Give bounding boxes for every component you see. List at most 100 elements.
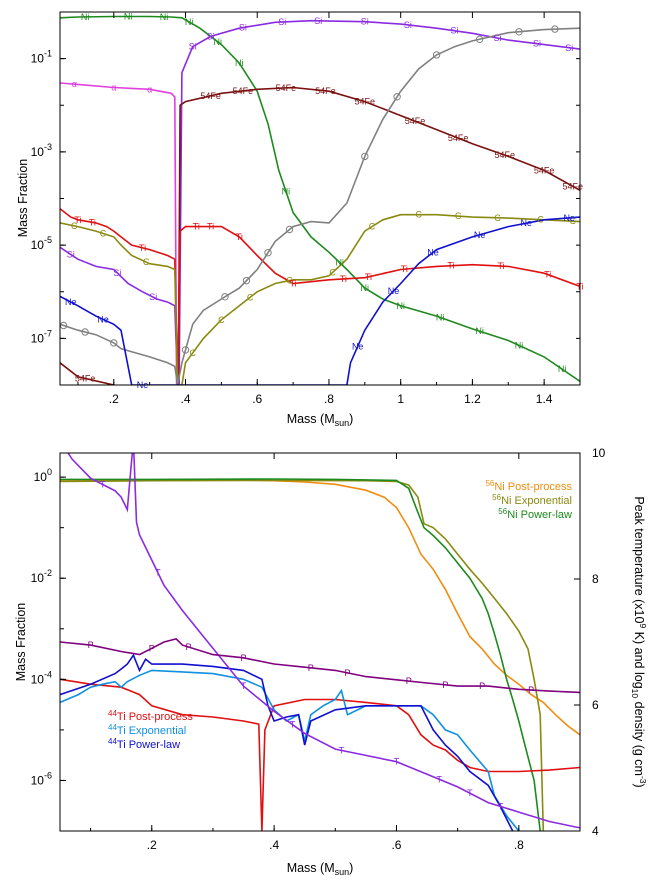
bottom-plot-frame [59, 452, 581, 832]
marker-ni-2: Ni [160, 12, 169, 22]
marker-temp-7: T [467, 788, 473, 798]
marker-c-10: C [455, 211, 462, 221]
series-line-o [60, 27, 580, 385]
series-line-alpha [60, 82, 179, 385]
y-tick-label-2: 10-4 [31, 669, 52, 686]
series-line-ni [60, 15, 580, 382]
marker-temp-8: T [498, 801, 504, 811]
series-line-dens [60, 638, 580, 694]
marker-si-0: Si [67, 249, 75, 259]
marker-ni-12: Ni [515, 340, 524, 350]
marker-o-12 [515, 28, 523, 36]
marker-ne-6: Ne [474, 230, 486, 240]
marker-temp-3: T [290, 720, 296, 730]
x-tick-label-0: .2 [109, 392, 119, 406]
marker-ni-8: Ni [361, 283, 370, 293]
marker-ti-1: Ti [89, 217, 96, 227]
y-tick-label-0: 100 [34, 467, 52, 484]
marker-ne-7: Ne [520, 218, 532, 228]
marker-ti-9: Ti [401, 264, 408, 274]
marker-ti-12: Ti [544, 270, 551, 280]
y-tick-label-3: 10-6 [31, 770, 52, 787]
marker-o-8 [361, 152, 369, 161]
marker-fe54-5: 54Fe [276, 83, 297, 93]
legend-ni-2: 56Ni Power-law [498, 507, 572, 521]
marker-alpha-2: α [147, 84, 152, 94]
marker-temp-2: T [241, 681, 247, 691]
marker-si-11: Si [493, 33, 501, 43]
marker-ti-7: Ti [340, 274, 347, 284]
marker-fe54-10: 54Fe [494, 150, 515, 160]
marker-temp-6: T [437, 774, 443, 784]
marker-si-8: Si [361, 17, 369, 27]
bottom-series-markers: T T T T T T T T T P P P P P P P P P P [88, 480, 535, 812]
marker-fe54-7: 54Fe [355, 97, 376, 107]
marker-ni-13: Ni [558, 364, 567, 374]
marker-ti-5: Ti [236, 232, 243, 242]
marker-o-2 [110, 339, 118, 347]
marker-si-4: Si [207, 31, 215, 41]
legend-ni-1: 56Ni Exponential [492, 493, 572, 507]
marker-ne-8: Ne [563, 213, 575, 223]
y2-tick-label-1: 6 [592, 698, 599, 712]
marker-ni-7: Ni [335, 258, 344, 268]
marker-ni-0: Ni [81, 12, 90, 22]
marker-ne-0: Ne [65, 297, 77, 307]
marker-ti-11: Ti [498, 261, 505, 271]
series-line-ne [60, 216, 580, 385]
marker-si-1: Si [113, 268, 121, 278]
marker-o-6 [264, 249, 272, 257]
marker-ni-1: Ni [124, 12, 133, 22]
marker-ti-2: Ti [139, 243, 146, 253]
marker-temp-4: T [339, 745, 345, 755]
top-plot-frame [59, 11, 581, 386]
bottom-panel-comparison: T T T T T T T T T P P P P P P P P P P .2 .4 .6 .8 100 10-2 10-4 1… [14, 446, 648, 877]
marker-si-12: Si [533, 39, 541, 49]
marker-ne-1: Ne [97, 314, 109, 324]
marker-o-9 [393, 93, 401, 101]
marker-o-10 [432, 51, 441, 59]
marker-ne-5: Ne [427, 248, 439, 258]
top-panel-abundances: Ni Ni NiNiNiNiNiNiNiNiNiNiNiNiSiSiSiSiSiSi… [16, 11, 584, 428]
marker-c-4: C [218, 315, 225, 325]
y-tick-label-1: 10-3 [31, 142, 52, 159]
marker-o-4 [221, 293, 229, 301]
marker-fe54-3: 54Fe [200, 91, 221, 101]
y2-tick-label-2: 8 [592, 572, 599, 586]
marker-ti-10: Ti [447, 261, 454, 271]
marker-dens-6: P [406, 676, 412, 686]
series-line-ti [60, 208, 580, 385]
marker-o-11 [475, 35, 484, 43]
legend-ti-2: 44Ti Power-law [108, 737, 180, 751]
marker-dens-5: P [344, 668, 350, 678]
marker-c-1: C [100, 228, 107, 238]
bottom-right-axis-label: Peak temperature (x109 K) and log10 dens… [630, 496, 648, 787]
marker-alpha-0: α [72, 79, 77, 89]
marker-dens-1: P [149, 643, 155, 653]
x-tick-label-3: .8 [324, 392, 334, 406]
legend-ni-0: 56Ni Post-process [485, 479, 572, 493]
top-series-lines [60, 15, 580, 385]
marker-ni-5: Ni [235, 58, 244, 68]
top-series-markers: Ni Ni NiNiNiNiNiNiNiNiNiNiNiNiSiSiSiSiSiSi… [59, 12, 584, 390]
marker-c-11: C [494, 213, 501, 223]
marker-c-12: C [537, 215, 544, 225]
y2-tick-label-0: 4 [592, 824, 599, 838]
marker-alpha-1: α [111, 83, 116, 93]
x-tick-label-1: .4 [269, 838, 279, 852]
x-tick-label-5: 1.2 [464, 392, 481, 406]
series-line-ti_post [60, 678, 580, 831]
marker-fe54-9: 54Fe [448, 133, 469, 143]
marker-o-7 [285, 225, 294, 234]
marker-ti-4: Ti [207, 222, 214, 232]
marker-si-9: Si [404, 20, 412, 30]
y-tick-label-1: 10-2 [31, 568, 52, 585]
marker-ti-3: Ti [193, 222, 200, 232]
series-line-ni_post [60, 478, 580, 736]
marker-c-2: C [143, 257, 150, 267]
x-tick-label-2: .6 [252, 392, 262, 406]
marker-dens-0: P [88, 640, 94, 650]
series-line-fe54 [60, 86, 580, 385]
